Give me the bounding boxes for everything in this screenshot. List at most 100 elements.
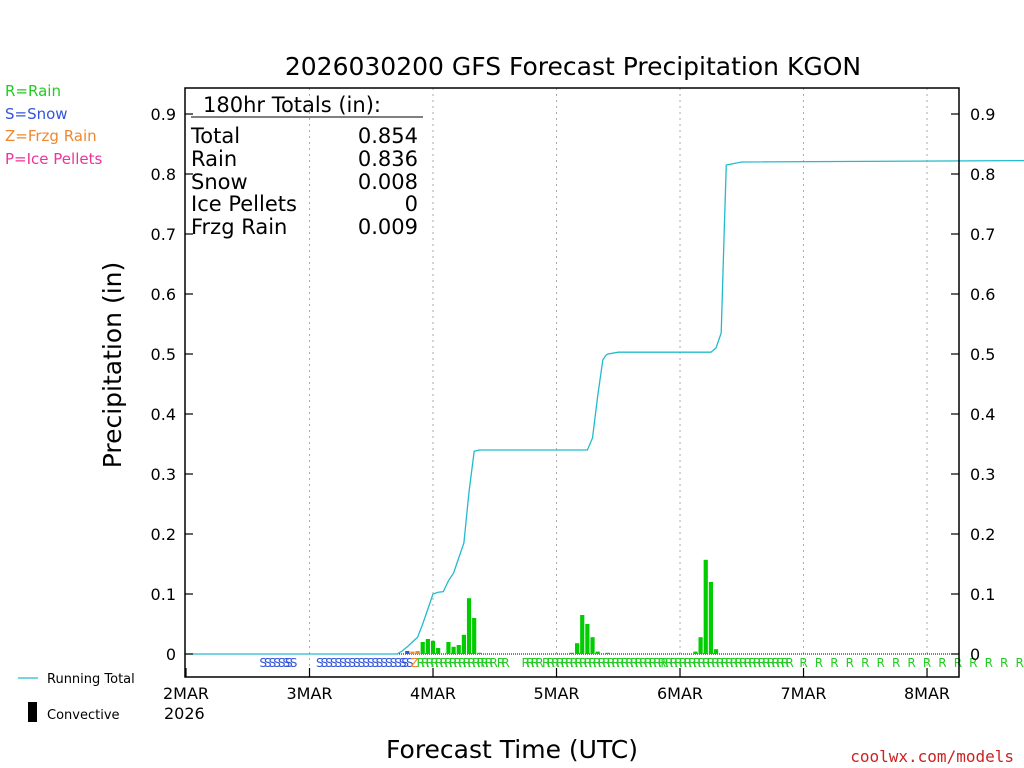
legend-running-total: Running Total [47, 672, 135, 687]
totals-label-ice-pellets: Ice Pellets [191, 192, 297, 216]
ptype-symbol-48: R [501, 656, 509, 670]
ptype-symbol-32: R [426, 656, 434, 670]
ptype-symbol-61: R [579, 656, 587, 670]
ptype-symbol-37: R [449, 656, 457, 670]
legend-snow: S=Snow [5, 105, 68, 123]
ptype-symbol-106: R [785, 656, 793, 670]
bar-19 [595, 651, 600, 654]
bar-2 [415, 651, 420, 654]
ptype-symbol-72: R [630, 656, 638, 670]
ptype-symbol-94: R [730, 656, 738, 670]
ptype-symbol-18: S [362, 656, 370, 670]
y-tick-label-left-7: 0.7 [151, 225, 176, 244]
bar-17 [585, 624, 590, 654]
ptype-symbol-109: R [830, 656, 838, 670]
ptype-symbol-19: S [367, 656, 375, 670]
bar-23 [703, 559, 708, 654]
ptype-symbol-91: R [716, 656, 724, 670]
y-tick-label-right-8: 0.8 [970, 165, 995, 184]
ptype-symbol-59: R [570, 656, 578, 670]
totals-value-snow: 0.008 [358, 170, 418, 194]
x-axis-label: Forecast Time (UTC) [386, 735, 638, 764]
bar-8 [451, 646, 456, 654]
x-tick-label-4: 6MAR [657, 684, 703, 703]
legend-ice-pellets: P=Ice Pellets [5, 150, 102, 168]
ptype-symbol-27: S [401, 656, 409, 670]
ptype-symbol-45: R [485, 656, 493, 670]
ptype-symbol-102: R [767, 656, 775, 670]
ptype-symbol-93: R [725, 656, 733, 670]
x-tick-year: 2026 [164, 704, 205, 723]
ptype-symbol-83: R [679, 656, 687, 670]
y-tick-label-right-9: 0.9 [970, 105, 995, 124]
legend-frzg-rain: Z=Frzg Rain [5, 127, 97, 145]
ptype-symbol-84: R [684, 656, 692, 670]
totals-value-frzg-rain: 0.009 [358, 215, 418, 239]
bar-series [405, 559, 719, 654]
ptype-symbol-54: R [547, 656, 555, 670]
x-tick-label-3: 5MAR [533, 684, 579, 703]
ptype-symbol-103: R [772, 656, 780, 670]
bar-1 [410, 651, 415, 654]
ptype-symbol-60: R [574, 656, 582, 670]
y-tick-label-right-6: 0.6 [970, 285, 995, 304]
ptype-symbol-52: R [535, 656, 543, 670]
ptype-symbol-40: R [463, 656, 471, 670]
y-tick-label-left-3: 0.3 [151, 465, 176, 484]
legend-rain: R=Rain [5, 82, 61, 100]
ptype-symbol-12: S [335, 656, 343, 670]
chart-title: 2026030200 GFS Forecast Precipitation KG… [285, 52, 861, 81]
ptype-symbol-92: R [721, 656, 729, 670]
y-axis-label: Precipitation (in) [98, 262, 127, 469]
ptype-symbol-55: R [551, 656, 559, 670]
bar-21 [693, 651, 698, 654]
ptype-symbol-99: R [753, 656, 761, 670]
bar-14 [569, 652, 575, 654]
bar-9 [456, 645, 461, 654]
ptype-symbol-95: R [735, 656, 743, 670]
ptype-symbol-80: R [665, 656, 673, 670]
running-total-line [186, 159, 1024, 655]
ptype-symbol-46: R [490, 656, 498, 670]
bar-18 [590, 637, 595, 654]
ptype-symbol-97: R [744, 656, 752, 670]
ptype-symbol-77: R [653, 656, 661, 670]
x-tick-label-5: 7MAR [780, 684, 826, 703]
ptype-symbol-96: R [739, 656, 747, 670]
ptype-symbol-7: S [290, 656, 298, 670]
bar-4 [425, 639, 430, 654]
bar-7 [446, 642, 451, 654]
bar-15 [574, 643, 580, 654]
bar-5 [430, 640, 436, 654]
y-tick-label-left-8: 0.8 [151, 165, 176, 184]
ptype-symbol-42: R [472, 656, 480, 670]
totals-label-frzg-rain: Frzg Rain [191, 215, 287, 239]
x-tick-label-0: 2MAR [163, 684, 209, 703]
ptype-symbol-100: R [758, 656, 766, 670]
watermark: coolwx.com/models [850, 747, 1014, 766]
totals-value-total: 0.854 [358, 124, 418, 148]
bar-24 [708, 582, 713, 654]
y-tick-label-left-6: 0.6 [151, 285, 176, 304]
ptype-symbol-51: R [531, 656, 539, 670]
bar-22 [698, 637, 703, 654]
ptype-symbol-70: R [621, 656, 629, 670]
totals-label-snow: Snow [191, 170, 248, 194]
legend-convective-swatch [28, 702, 37, 722]
ptype-symbol-71: R [625, 656, 633, 670]
series-legend: Running Total Convective [18, 672, 135, 723]
bar-0 [405, 651, 410, 654]
ptype-symbol-0: S [259, 656, 267, 670]
ptype-symbol-58: R [565, 656, 573, 670]
plot-frame [184, 87, 960, 678]
ptype-symbol-22: S [380, 656, 388, 670]
totals-label-total: Total [190, 124, 240, 148]
ptype-symbol-39: R [458, 656, 466, 670]
y-tick-label-right-2: 0.2 [970, 525, 995, 544]
ptype-symbol-49: R [521, 656, 529, 670]
ptype-symbol-63: R [588, 656, 596, 670]
ptype-symbol-119: R [985, 656, 993, 670]
y-tick-label-right-5: 0.5 [970, 345, 995, 364]
ptype-symbol-38: R [454, 656, 462, 670]
